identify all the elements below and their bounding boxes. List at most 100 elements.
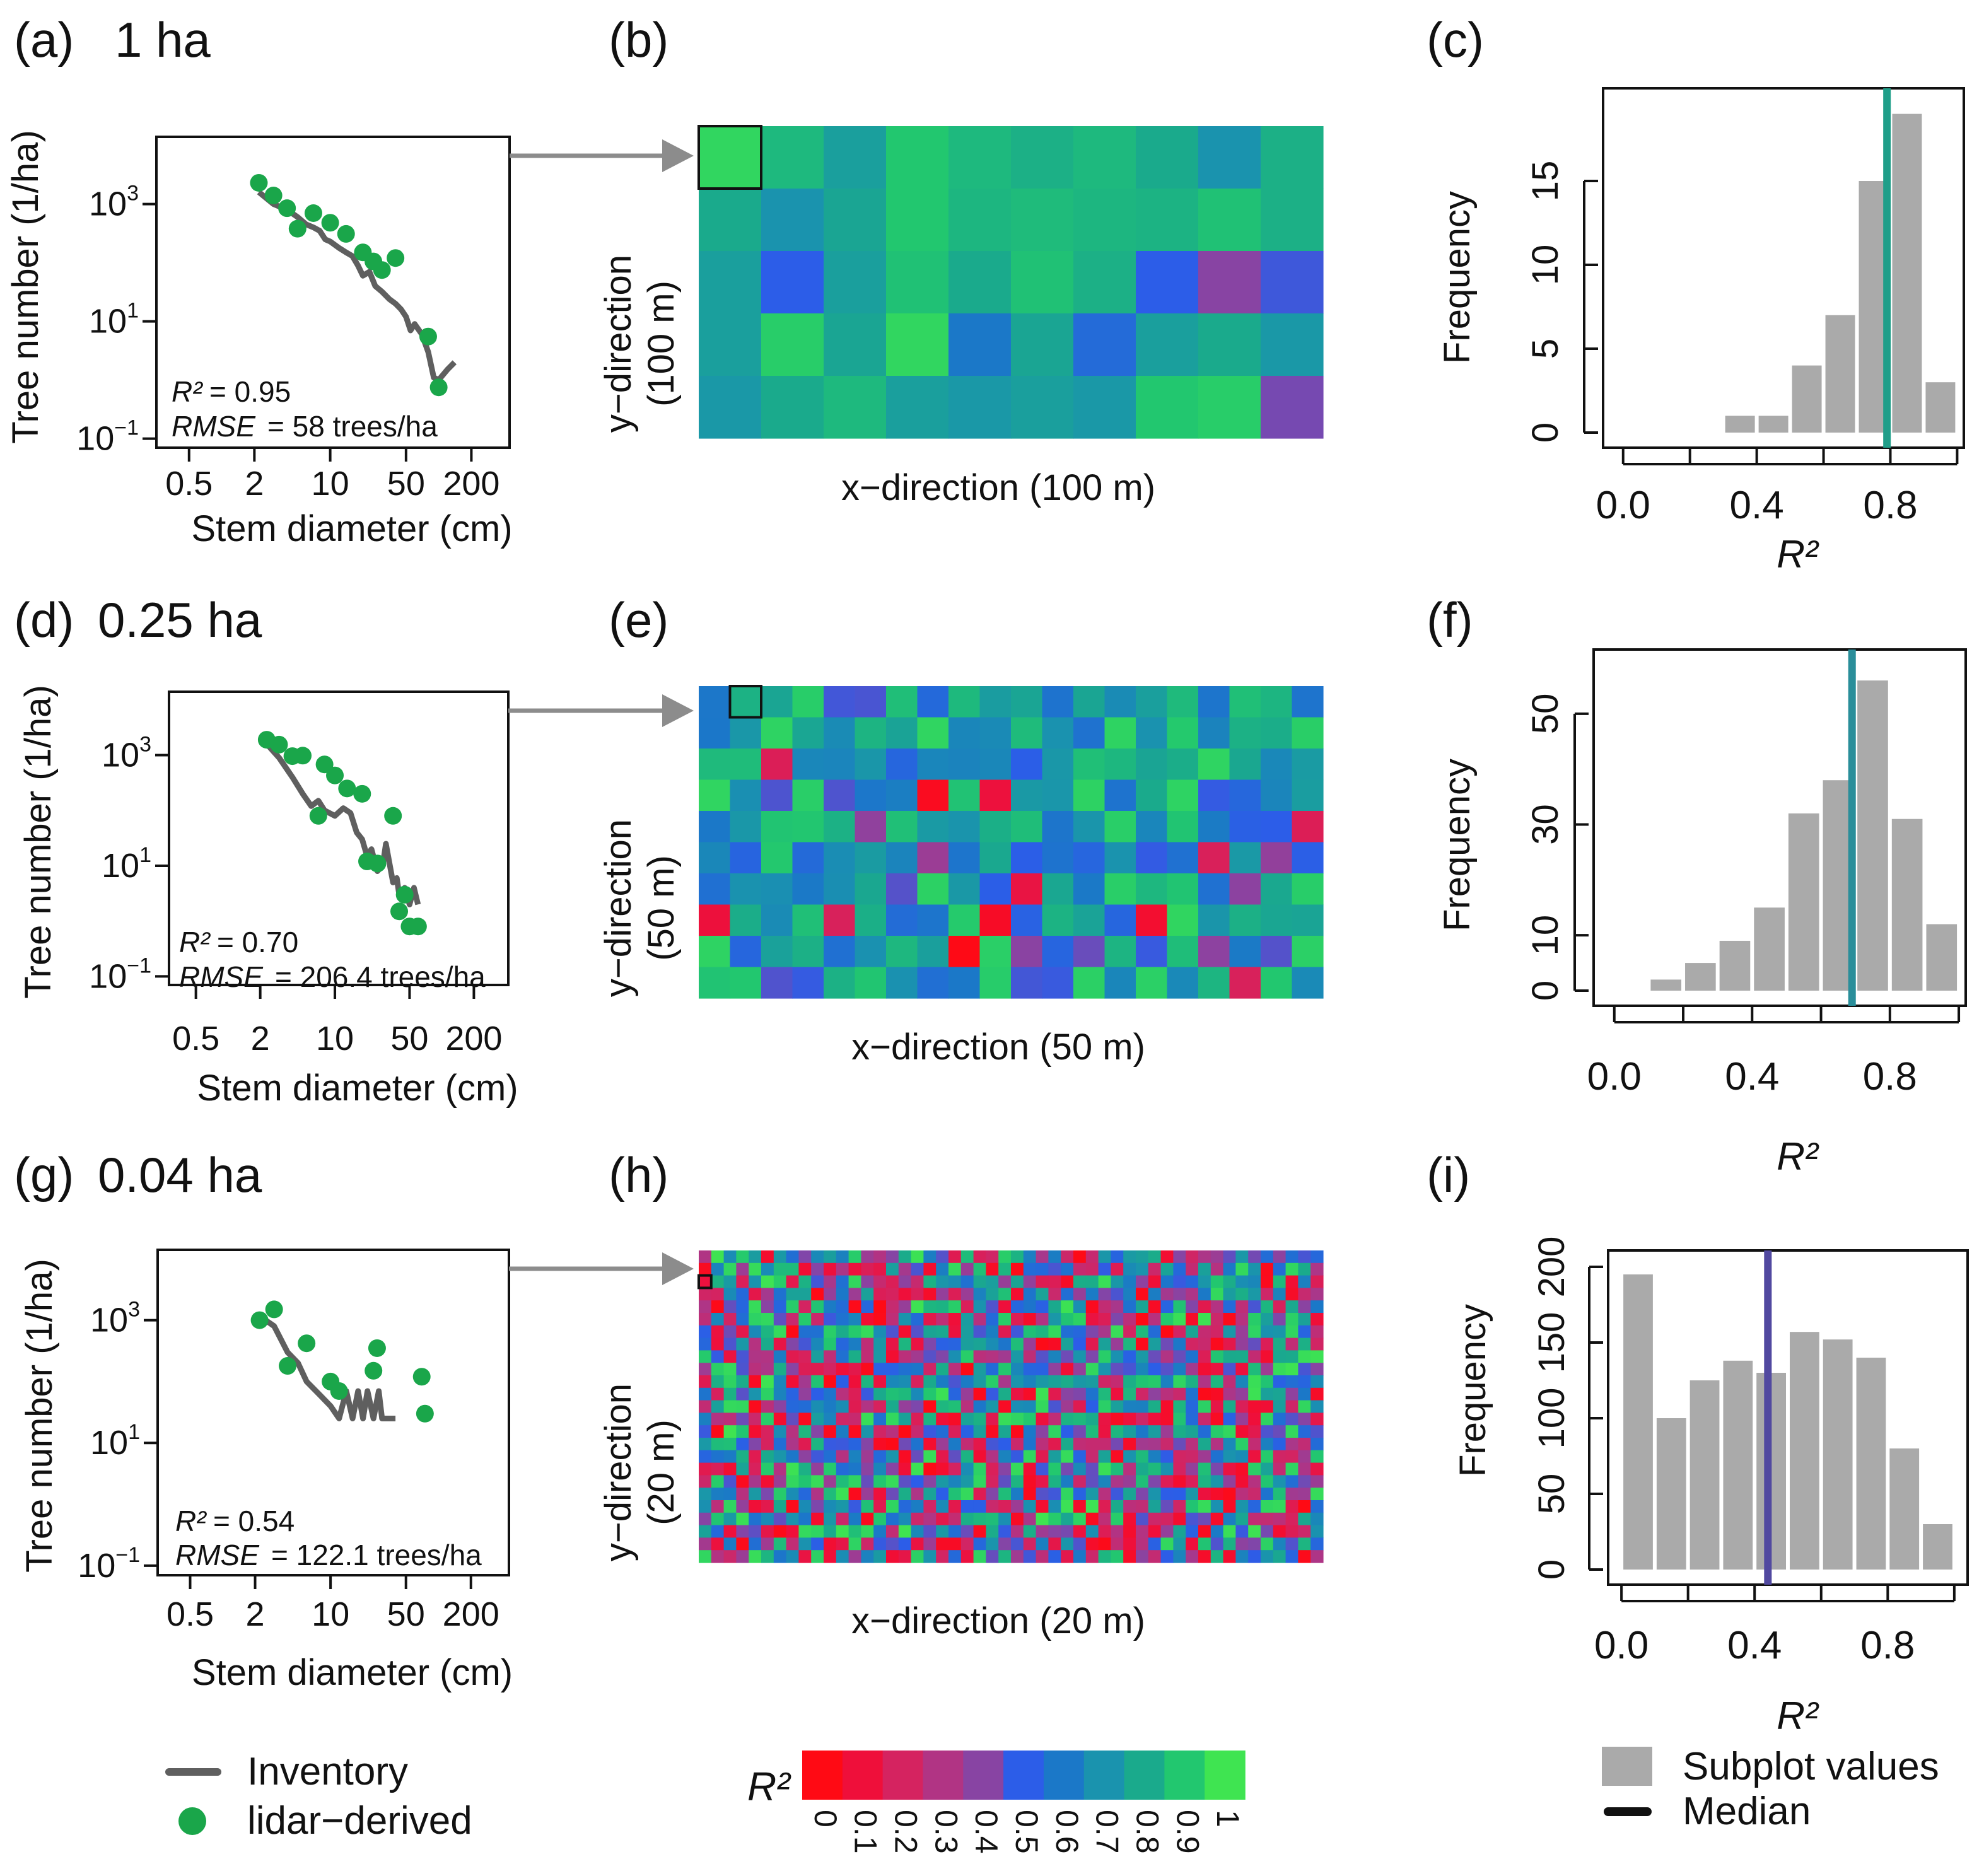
heatmap-cell (1073, 967, 1106, 999)
heatmap-cell (960, 1413, 974, 1426)
heatmap-cell (736, 1500, 749, 1513)
heatmap-cell (1160, 1475, 1174, 1488)
heatmap-cell (1229, 904, 1261, 936)
heatmap-cell (1235, 1325, 1249, 1339)
heatmap-cell (1261, 1313, 1274, 1326)
heatmap-cell (1261, 1363, 1274, 1376)
x-tick-label: 0.5 (165, 465, 213, 503)
heatmap-cell (761, 1525, 774, 1538)
heatmap-cell (699, 1313, 712, 1326)
heatmap-cell (911, 1325, 924, 1339)
heatmap-cell (1160, 1275, 1174, 1288)
heatmap-cell (1036, 1413, 1049, 1426)
heatmap-cell (761, 1275, 774, 1288)
heatmap-cell (811, 1488, 824, 1501)
heatmap-cell (1061, 1537, 1074, 1551)
heatmap-cell (786, 1525, 799, 1538)
heatmap-cell (773, 1363, 787, 1376)
heatmap-cell (1210, 1550, 1224, 1563)
heatmap-cell (1042, 967, 1074, 999)
heatmap-cell (979, 904, 1012, 936)
heatmap-cell (923, 1300, 937, 1314)
heatmap-cell (1173, 1500, 1186, 1513)
inventory-line (257, 190, 457, 383)
heatmap-cell (1023, 1313, 1037, 1326)
heatmap-cell (1186, 1325, 1199, 1339)
heatmap-cell (936, 1525, 949, 1538)
heatmap-cell (1123, 1550, 1136, 1563)
heatmap-cell (1223, 1300, 1236, 1314)
heatmap-cell (998, 1525, 1012, 1538)
heatmap-cell (824, 1400, 837, 1413)
heatmap-cell (1167, 936, 1199, 968)
heatmap-cell (886, 251, 949, 314)
plot-frame (1602, 87, 1965, 449)
heatmap-cell (1048, 1262, 1061, 1276)
heatmap-cell (711, 1475, 725, 1488)
heatmap-cell (749, 1313, 762, 1326)
heatmap-cell (1104, 811, 1136, 843)
heatmap-cell (699, 1250, 712, 1264)
heatmap-cell (1036, 1262, 1049, 1276)
colorbar-segment (1083, 1751, 1125, 1800)
heatmap-cell (1011, 967, 1043, 999)
heatmap-cell (1310, 1262, 1324, 1276)
heatmap-cell (1111, 1525, 1124, 1538)
heatmap-cell (886, 1375, 899, 1389)
heatmap-cell (1310, 1488, 1324, 1501)
heatmap-cell (1085, 1425, 1099, 1438)
heatmap-cell (886, 1525, 899, 1538)
heatmap-cell (986, 1262, 999, 1276)
heatmap-cell (1273, 1387, 1287, 1401)
heatmap-cell (948, 1325, 962, 1339)
heatmap-cell (736, 1363, 749, 1376)
y-tick-label: 10−1 (78, 1543, 140, 1585)
y-axis-title-line1: y−direction (598, 819, 639, 997)
heatmap-cell (1248, 1438, 1261, 1451)
heatmap-cell (773, 1462, 787, 1476)
heatmap-cell (848, 1438, 861, 1451)
lidar-point (416, 1404, 434, 1423)
heatmap-cell (1098, 1475, 1111, 1488)
heatmap-cell (998, 1288, 1012, 1301)
heatmap-cell (1310, 1400, 1324, 1413)
heatmap-cell (1148, 1375, 1162, 1389)
heatmap-cell (723, 1475, 737, 1488)
heatmap-cell (973, 1363, 986, 1376)
heatmap-cell (1261, 1375, 1274, 1389)
heatmap-cell (1011, 717, 1043, 749)
heatmap-cell (1285, 1400, 1298, 1413)
heatmap-cell (1210, 1375, 1224, 1389)
heatmap-cell (736, 1337, 749, 1351)
heatmap-cell (1148, 1425, 1162, 1438)
heatmap-cell (824, 1262, 837, 1276)
heatmap-cell (1123, 1288, 1136, 1301)
heatmap-cell (1223, 1488, 1236, 1501)
heatmap-cell (948, 1413, 962, 1426)
heatmap-cell (1248, 1262, 1261, 1276)
heatmap-cell (886, 1425, 899, 1438)
heatmap-cell (1073, 126, 1136, 189)
heatmap-cell (1261, 749, 1293, 781)
heatmap-cell (773, 1350, 787, 1363)
heatmap-cell (1261, 1288, 1274, 1301)
histogram-bar (1790, 1332, 1819, 1570)
heatmap-cell (786, 1413, 799, 1426)
heatmap-cell (1073, 686, 1106, 718)
heatmap-cell (836, 1387, 849, 1401)
heatmap-cell (1123, 1275, 1136, 1288)
heatmap-cell (1073, 1425, 1087, 1438)
heatmap-cell (749, 1488, 762, 1501)
heatmap-cell (1198, 904, 1230, 936)
heatmap-cell (730, 873, 762, 906)
heatmap-cell (1073, 1313, 1087, 1326)
heatmap-cell (1136, 1462, 1149, 1476)
heatmap-cell (1123, 1250, 1136, 1264)
colorbar-tick-label: 0.7 (1090, 1810, 1125, 1854)
heatmap-cell (861, 1375, 874, 1389)
heatmap-cell (1160, 1400, 1174, 1413)
heatmap-cell (786, 1250, 799, 1264)
r2-value: = 0.95 (209, 375, 291, 408)
heatmap-cell (1136, 1288, 1149, 1301)
